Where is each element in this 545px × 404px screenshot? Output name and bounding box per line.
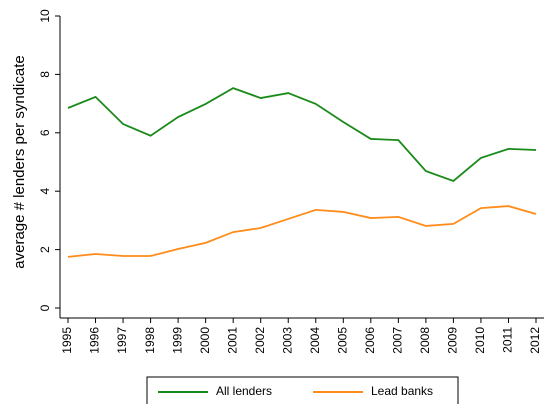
x-tick-label: 2002: [253, 327, 267, 354]
y-axis-label: average # lenders per syndicate: [11, 55, 28, 268]
y-tick-label: 4: [38, 188, 52, 195]
x-tick-label: 1996: [88, 327, 102, 354]
x-tick-label: 1995: [60, 327, 74, 354]
x-tick-label: 1999: [170, 327, 184, 354]
x-tick-label: 1997: [115, 327, 129, 354]
y-tick-label: 10: [38, 9, 52, 23]
x-tick-label: 2006: [363, 327, 377, 354]
x-tick-label: 2008: [418, 327, 432, 354]
x-tick-label: 2010: [473, 327, 487, 354]
x-tick-label: 2012: [528, 327, 542, 354]
y-tick-label: 6: [38, 129, 52, 136]
y-tick-label: 0: [38, 304, 52, 311]
y-tick-label: 2: [38, 246, 52, 253]
legend-label: All lenders: [216, 384, 272, 398]
series-line: [67, 205, 537, 258]
x-tick-label: 2009: [446, 327, 460, 354]
legend: All lenders Lead banks: [146, 376, 459, 404]
series-line: [67, 87, 537, 183]
y-tick-label: 8: [38, 71, 52, 78]
x-tick-label: 2005: [335, 327, 349, 354]
x-tick-label: 2001: [225, 327, 239, 354]
legend-label: Lead banks: [371, 384, 433, 398]
x-tick-label: 2000: [198, 327, 212, 354]
x-tick-label: 2003: [280, 327, 294, 354]
x-tick-label: 2011: [501, 327, 515, 353]
x-tick-label: 2007: [391, 327, 405, 354]
legend-box: [146, 376, 459, 404]
x-tick-label: 1998: [143, 327, 157, 354]
x-tick-label: 2004: [308, 327, 322, 354]
